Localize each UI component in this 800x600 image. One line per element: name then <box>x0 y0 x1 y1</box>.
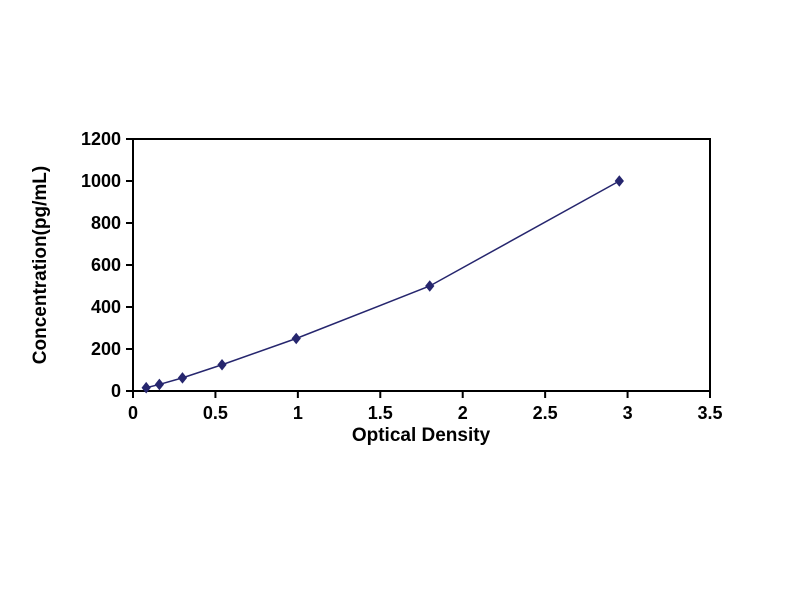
data-point-marker <box>425 280 435 292</box>
data-point-marker <box>217 358 227 371</box>
y-tick-label: 1200 <box>81 129 121 149</box>
y-tick-label: 1000 <box>81 171 121 191</box>
x-tick-label: 0 <box>128 403 138 423</box>
y-tick-label: 0 <box>111 381 121 401</box>
data-point-marker <box>177 372 188 384</box>
markers-layer <box>141 175 624 394</box>
data-point-marker <box>614 175 624 187</box>
data-point-marker <box>291 332 301 345</box>
y-tick-label: 800 <box>91 213 121 233</box>
data-point-marker <box>141 381 151 394</box>
x-tick-label: 1.5 <box>368 403 393 423</box>
axes-layer: 0 0.5 1 1.5 2 2.5 3 3.5 0 200 400 600 800 1000 1200 <box>81 129 723 423</box>
x-tick-label: 0.5 <box>203 403 228 423</box>
x-axis-label: Optical Density <box>352 425 491 446</box>
plot-frame <box>132 138 711 392</box>
y-tick-label: 400 <box>91 297 121 317</box>
x-tick-label: 2.5 <box>533 403 558 423</box>
y-tick-label: 200 <box>91 339 121 359</box>
x-tick-label: 2 <box>458 403 468 423</box>
x-tick-label: 3.5 <box>697 403 722 423</box>
x-tick-label: 3 <box>623 403 633 423</box>
data-point-marker <box>154 378 165 391</box>
y-axis-label: Concentration(pg/mL) <box>30 166 51 364</box>
y-tick-label: 600 <box>91 255 121 275</box>
x-tick-label: 1 <box>293 403 303 423</box>
